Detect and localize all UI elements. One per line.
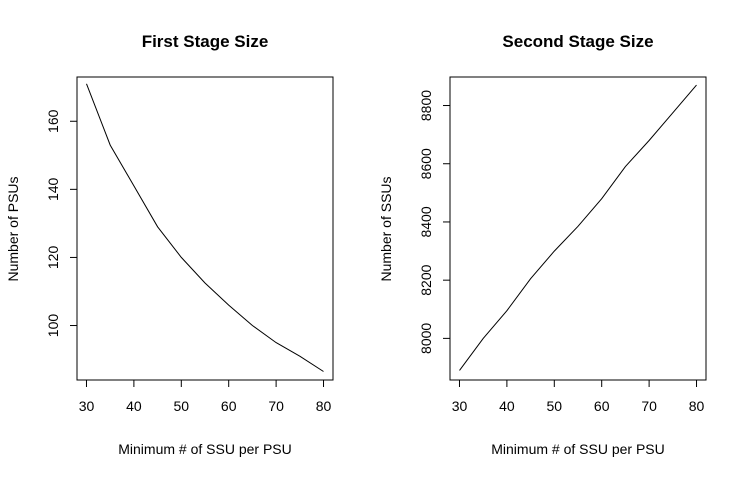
second-stage-size-panel: Second Stage Size Minimum # of SSU per P… [378,32,707,457]
y-tick-label: 120 [45,246,61,270]
y-tick-label: 100 [45,314,61,338]
x-axis-label: Minimum # of SSU per PSU [491,441,665,457]
x-tick-label: 60 [221,398,237,414]
plot-frame [76,76,334,381]
x-tick-label: 40 [126,398,142,414]
x-tick-label: 40 [499,398,515,414]
plot-frame [449,76,707,381]
x-tick-label: 50 [547,398,563,414]
y-axis-label: Number of SSUs [378,176,394,281]
chart-title: Second Stage Size [502,32,653,51]
first-stage-size-panel: First Stage Size Minimum # of SSU per PS… [5,32,334,457]
x-tick-label: 60 [594,398,610,414]
x-tick-label: 80 [316,398,332,414]
x-tick-label: 50 [174,398,190,414]
chart-title: First Stage Size [142,32,269,51]
y-tick-label: 8600 [418,148,434,179]
y-tick-label: 8000 [418,323,434,354]
x-tick-label: 30 [79,398,95,414]
x-tick-label: 80 [689,398,705,414]
series-line [459,84,697,371]
y-tick-label: 160 [45,109,61,133]
x-axis-label: Minimum # of SSU per PSU [118,441,292,457]
x-tick-label: 70 [641,398,657,414]
x-tick-label: 70 [268,398,284,414]
y-tick-label: 8400 [418,206,434,237]
x-tick-label: 30 [452,398,468,414]
y-tick-label: 8800 [418,90,434,121]
y-axis-label: Number of PSUs [5,176,21,281]
y-tick-label: 8200 [418,264,434,295]
series-line [86,83,324,372]
y-tick-label: 140 [45,177,61,201]
